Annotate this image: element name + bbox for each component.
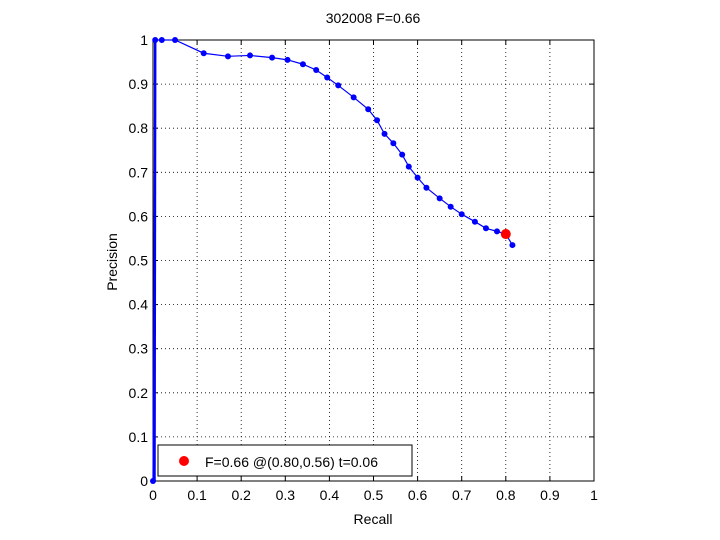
y-axis-label: Precision (104, 233, 120, 291)
highlight-layer (500, 229, 511, 240)
series-point (493, 228, 500, 235)
series-point (350, 94, 357, 101)
series-point (224, 53, 231, 60)
x-tick-label: 0.3 (276, 487, 296, 503)
x-tick-labels: 0 0.1 0.2 0.3 0.4 0.5 0.6 0.7 0.8 0.9 1 (149, 487, 598, 503)
y-tick-label: 0.6 (129, 208, 149, 224)
series-point (269, 54, 276, 61)
series-point (247, 52, 254, 59)
series-axis-segment (153, 39, 157, 482)
x-axis-label: Recall (354, 511, 393, 527)
series-point (284, 56, 291, 63)
x-tick-label: 0.5 (364, 487, 384, 503)
series-point (399, 151, 406, 158)
series-point (299, 61, 306, 68)
x-tick-label: 0.4 (320, 487, 340, 503)
series-point (374, 117, 381, 124)
series-point (447, 203, 454, 210)
series-point (509, 242, 516, 249)
series-point (313, 66, 320, 73)
axes-box (152, 39, 595, 482)
series-point (381, 130, 388, 137)
x-tick-label: 0.6 (408, 487, 428, 503)
y-tick-label: 0.4 (129, 297, 149, 313)
x-tick-label: 1 (590, 487, 598, 503)
series-point (172, 37, 179, 43)
series-point (200, 50, 207, 57)
series-point (436, 195, 443, 202)
legend-marker (179, 456, 189, 466)
grid-lines (153, 40, 594, 481)
series-point (482, 225, 489, 232)
legend-label: F=0.66 @(0.80,0.56) t=0.06 (205, 454, 378, 470)
series-point (405, 163, 412, 170)
series-point (152, 37, 159, 43)
series-point (390, 140, 397, 147)
x-tick-label: 0.2 (231, 487, 251, 503)
series-point (335, 82, 342, 89)
x-tick-label: 0 (149, 487, 157, 503)
y-tick-label: 0.7 (129, 164, 149, 180)
legend-box (157, 444, 413, 477)
y-tick-label: 0.8 (129, 120, 149, 136)
x-tick-label: 0.1 (187, 487, 207, 503)
series-point (365, 106, 372, 113)
x-tick-label: 0.7 (452, 487, 472, 503)
x-tick-label: 0.8 (496, 487, 516, 503)
y-tick-label: 0.1 (129, 429, 149, 445)
chart-title: 302008 F=0.66 (326, 10, 421, 26)
y-tick-label: 1 (140, 32, 148, 48)
series-point (423, 184, 430, 191)
legend: F=0.66 @(0.80,0.56) t=0.06 (157, 444, 413, 477)
series-point (150, 478, 156, 484)
series-point (414, 174, 421, 181)
series-point (471, 218, 478, 225)
best-f-point (500, 229, 511, 240)
series-point (158, 37, 165, 43)
y-tick-label: 0.2 (129, 385, 149, 401)
y-tick-label: 0.5 (129, 253, 149, 269)
y-tick-label: 0 (140, 473, 148, 489)
y-tick-label: 0.9 (129, 76, 149, 92)
series-point (324, 74, 331, 81)
y-tick-labels: 0 0.1 0.2 0.3 0.4 0.5 0.6 0.7 0.8 0.9 1 (129, 32, 149, 489)
y-tick-label: 0.3 (129, 341, 149, 357)
series-point (458, 211, 465, 218)
x-tick-label: 0.9 (540, 487, 560, 503)
